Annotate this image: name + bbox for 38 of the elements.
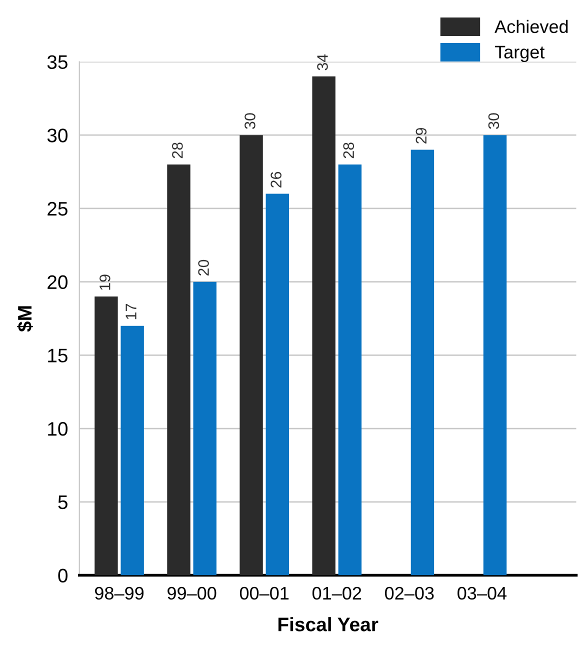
- data-label: 17: [126, 304, 136, 320]
- bar: [312, 76, 336, 576]
- bar: [483, 135, 507, 576]
- data-label: 30: [488, 113, 500, 129]
- x-tick-label: 03–04: [458, 586, 507, 600]
- y-tick-label: 0: [58, 568, 68, 582]
- legend-label: Achieved: [494, 20, 568, 34]
- data-label: 30: [244, 113, 256, 129]
- bar: [120, 326, 144, 576]
- y-tick-label: 30: [47, 128, 68, 142]
- data-label: 20: [198, 260, 209, 276]
- x-tick-label: 99–00: [168, 586, 216, 600]
- data-label: 29: [416, 128, 427, 144]
- y-tick-label: 15: [48, 348, 68, 362]
- bar: [94, 296, 118, 576]
- y-axis-title: $M: [17, 306, 33, 332]
- y-tick-label: 25: [48, 202, 68, 216]
- data-label: 19: [100, 274, 110, 290]
- data-label: 28: [172, 142, 183, 158]
- data-label: 26: [270, 172, 282, 188]
- x-tick-label: 98–99: [95, 586, 144, 600]
- x-tick-label: 02–03: [385, 586, 434, 600]
- bar: [240, 135, 263, 576]
- bar: [410, 150, 434, 576]
- y-tick-label: 35: [47, 55, 68, 69]
- data-label: 28: [343, 142, 354, 158]
- x-tick-label: 00–01: [240, 586, 289, 600]
- legend-label: Target: [494, 46, 545, 62]
- bar: [266, 194, 290, 576]
- x-tick-label: 01–02: [312, 586, 362, 600]
- y-tick-label: 20: [48, 275, 68, 290]
- bar: [167, 164, 190, 576]
- data-label: 34: [317, 54, 328, 70]
- x-axis-title: Fiscal Year: [278, 617, 378, 632]
- y-tick-label: 5: [58, 496, 68, 510]
- bar: [193, 282, 216, 576]
- bar: [338, 164, 362, 576]
- y-tick-label: 10: [48, 422, 68, 436]
